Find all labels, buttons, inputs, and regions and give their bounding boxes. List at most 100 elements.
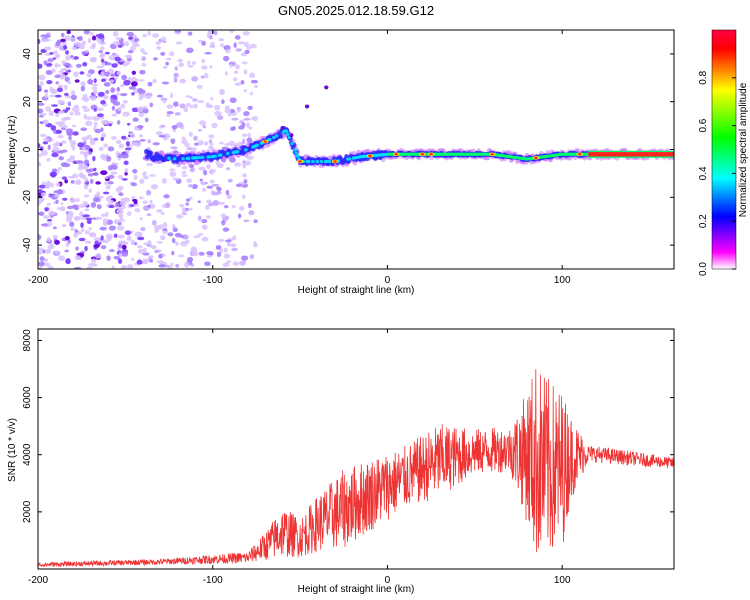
noise-blob bbox=[226, 167, 231, 171]
noise-blob bbox=[241, 194, 246, 199]
noise-blob bbox=[81, 216, 86, 221]
carrier-hotspot-core bbox=[368, 154, 372, 158]
noise-blob bbox=[58, 255, 66, 262]
carrier-hotspot-core bbox=[394, 153, 398, 156]
noise-blob bbox=[96, 204, 102, 210]
noise-blob bbox=[190, 147, 197, 151]
noise-blob bbox=[55, 81, 59, 85]
noise-blob bbox=[161, 81, 170, 85]
noise-blob bbox=[214, 104, 221, 111]
noise-blob bbox=[57, 166, 62, 171]
noise-blob bbox=[86, 134, 92, 139]
noise-blob bbox=[85, 217, 93, 221]
noise-blob bbox=[103, 119, 109, 126]
noise-blob bbox=[54, 64, 62, 67]
noise-blob bbox=[113, 233, 118, 238]
noise-blob bbox=[134, 241, 138, 246]
noise-blob bbox=[243, 110, 250, 117]
isolated-feature bbox=[289, 133, 294, 138]
noise-blob bbox=[147, 30, 151, 36]
noise-blob bbox=[106, 255, 111, 261]
noise-blob bbox=[139, 69, 146, 75]
noise-blob bbox=[81, 136, 89, 142]
noise-blob bbox=[64, 76, 70, 82]
noise-blob bbox=[74, 255, 81, 260]
snr-xtick-label: -100 bbox=[203, 575, 223, 586]
noise-blob bbox=[197, 128, 202, 132]
noise-blob bbox=[116, 71, 121, 76]
noise-blob bbox=[173, 76, 178, 83]
noise-blob bbox=[117, 107, 122, 112]
noise-blob bbox=[162, 228, 168, 232]
noise-blob bbox=[75, 63, 82, 68]
noise-blob bbox=[44, 46, 52, 51]
noise-blob bbox=[103, 82, 111, 87]
noise-blob bbox=[84, 208, 90, 212]
noise-blob bbox=[211, 183, 219, 187]
noise-blob bbox=[100, 100, 106, 105]
noise-blob bbox=[190, 249, 198, 254]
noise-blob bbox=[54, 94, 62, 98]
noise-blob bbox=[44, 185, 51, 189]
noise-blob bbox=[84, 245, 88, 252]
noise-blob bbox=[142, 247, 147, 254]
snr-ytick-label: 2000 bbox=[22, 500, 33, 523]
noise-blob bbox=[142, 108, 149, 114]
noise-blob bbox=[38, 63, 43, 69]
noise-blob bbox=[206, 163, 211, 170]
snr-panel: -200 -100 0 100 2000 4000 6000 8000 Height of s… bbox=[7, 328, 675, 595]
spectrogram-xtick-label: -100 bbox=[203, 275, 223, 286]
noise-blob bbox=[69, 64, 73, 69]
noise-blob bbox=[138, 111, 145, 118]
noise-blob bbox=[145, 95, 152, 99]
noise-blob bbox=[108, 225, 116, 231]
noise-blob bbox=[199, 120, 207, 126]
noise-blob bbox=[41, 223, 48, 227]
noise-blob bbox=[48, 265, 54, 269]
noise-blob bbox=[89, 178, 94, 184]
noise-blob bbox=[62, 197, 68, 201]
noise-blob bbox=[206, 185, 213, 189]
noise-blob bbox=[100, 153, 106, 159]
noise-blob bbox=[65, 55, 71, 61]
noise-blob bbox=[142, 252, 150, 256]
noise-blob bbox=[122, 111, 130, 117]
noise-blob bbox=[138, 95, 143, 101]
noise-blob bbox=[73, 71, 79, 78]
carrier-hotspot-core bbox=[263, 140, 267, 143]
noise-blob bbox=[160, 212, 165, 216]
noise-blob bbox=[51, 104, 58, 107]
noise-blob bbox=[241, 133, 248, 137]
noise-blob bbox=[99, 53, 105, 59]
noise-blob bbox=[221, 219, 226, 226]
noise-blob bbox=[218, 37, 225, 42]
noise-blob bbox=[95, 216, 103, 220]
noise-blob bbox=[247, 105, 253, 110]
noise-blob bbox=[243, 179, 248, 184]
noise-blob bbox=[129, 132, 136, 139]
noise-blob bbox=[96, 191, 101, 197]
noise-blob bbox=[129, 204, 135, 207]
noise-blob bbox=[108, 54, 116, 61]
noise-blob bbox=[125, 140, 130, 147]
noise-blob bbox=[76, 197, 80, 203]
noise-blob bbox=[118, 218, 126, 222]
noise-blob bbox=[93, 121, 98, 127]
noise-blob bbox=[54, 142, 61, 146]
noise-blob bbox=[64, 179, 69, 184]
noise-blob bbox=[226, 260, 232, 264]
noise-blob bbox=[117, 258, 123, 264]
noise-blob bbox=[60, 38, 66, 43]
snr-ytick-label: 4000 bbox=[22, 443, 33, 466]
noise-blob bbox=[229, 63, 233, 68]
noise-blob bbox=[122, 99, 128, 104]
noise-blob bbox=[145, 189, 152, 196]
noise-blob bbox=[100, 46, 105, 51]
noise-blob bbox=[154, 249, 160, 254]
noise-blob bbox=[126, 122, 131, 126]
noise-blob bbox=[121, 178, 128, 181]
noise-blob bbox=[165, 62, 169, 66]
noise-blob bbox=[120, 103, 126, 109]
noise-blob bbox=[131, 196, 136, 200]
